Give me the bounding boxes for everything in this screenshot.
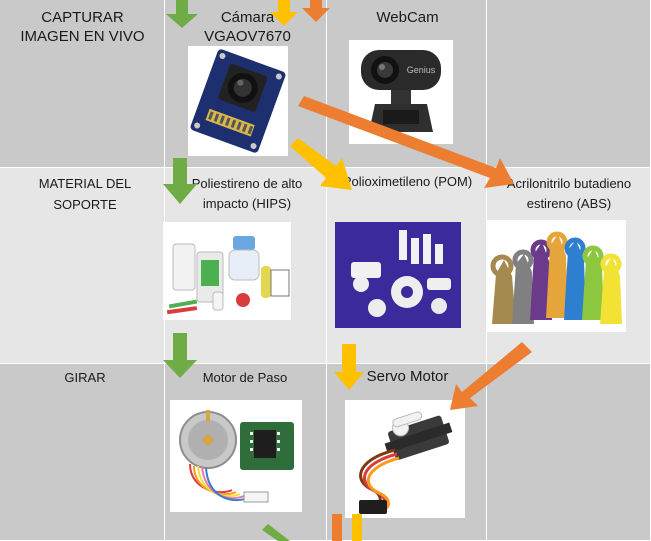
webcam-brand-text: Genius	[407, 65, 436, 75]
cell-row1-col4	[487, 0, 651, 168]
option-title-webcam: WebCam	[376, 9, 439, 26]
stepper-motor-image	[170, 400, 302, 512]
option-title-camera: Cámara VGAOV7670	[204, 9, 291, 45]
webcam-image: Genius	[349, 40, 453, 144]
pom-parts-image	[335, 222, 461, 328]
row-label-rotate: GIRAR	[64, 370, 106, 385]
option-title-pom: Polioximetileno (POM)	[342, 174, 473, 189]
cell-row3-col4	[487, 364, 651, 541]
hips-products-image	[163, 222, 291, 320]
option-title-abs: Acrilonitrilo butadieno estireno (ABS)	[506, 176, 632, 212]
cell-row3-col1	[0, 364, 165, 541]
cell-row2-col1	[0, 168, 165, 364]
option-title-stepper: Motor de Paso	[202, 370, 288, 385]
camera-module-image	[188, 46, 288, 156]
row-label-material: MATERIAL DEL SOPORTE	[38, 176, 132, 212]
option-title-hips: Poliestireno de alto impacto (HIPS)	[191, 176, 303, 212]
servo-motor-image	[345, 400, 465, 518]
row-label-capture: CAPTURAR IMAGEN EN VIVO	[20, 9, 145, 45]
option-title-servo: Servo Motor	[366, 368, 449, 385]
cell-row1-col1	[0, 0, 165, 168]
abs-hands-image	[486, 220, 626, 332]
